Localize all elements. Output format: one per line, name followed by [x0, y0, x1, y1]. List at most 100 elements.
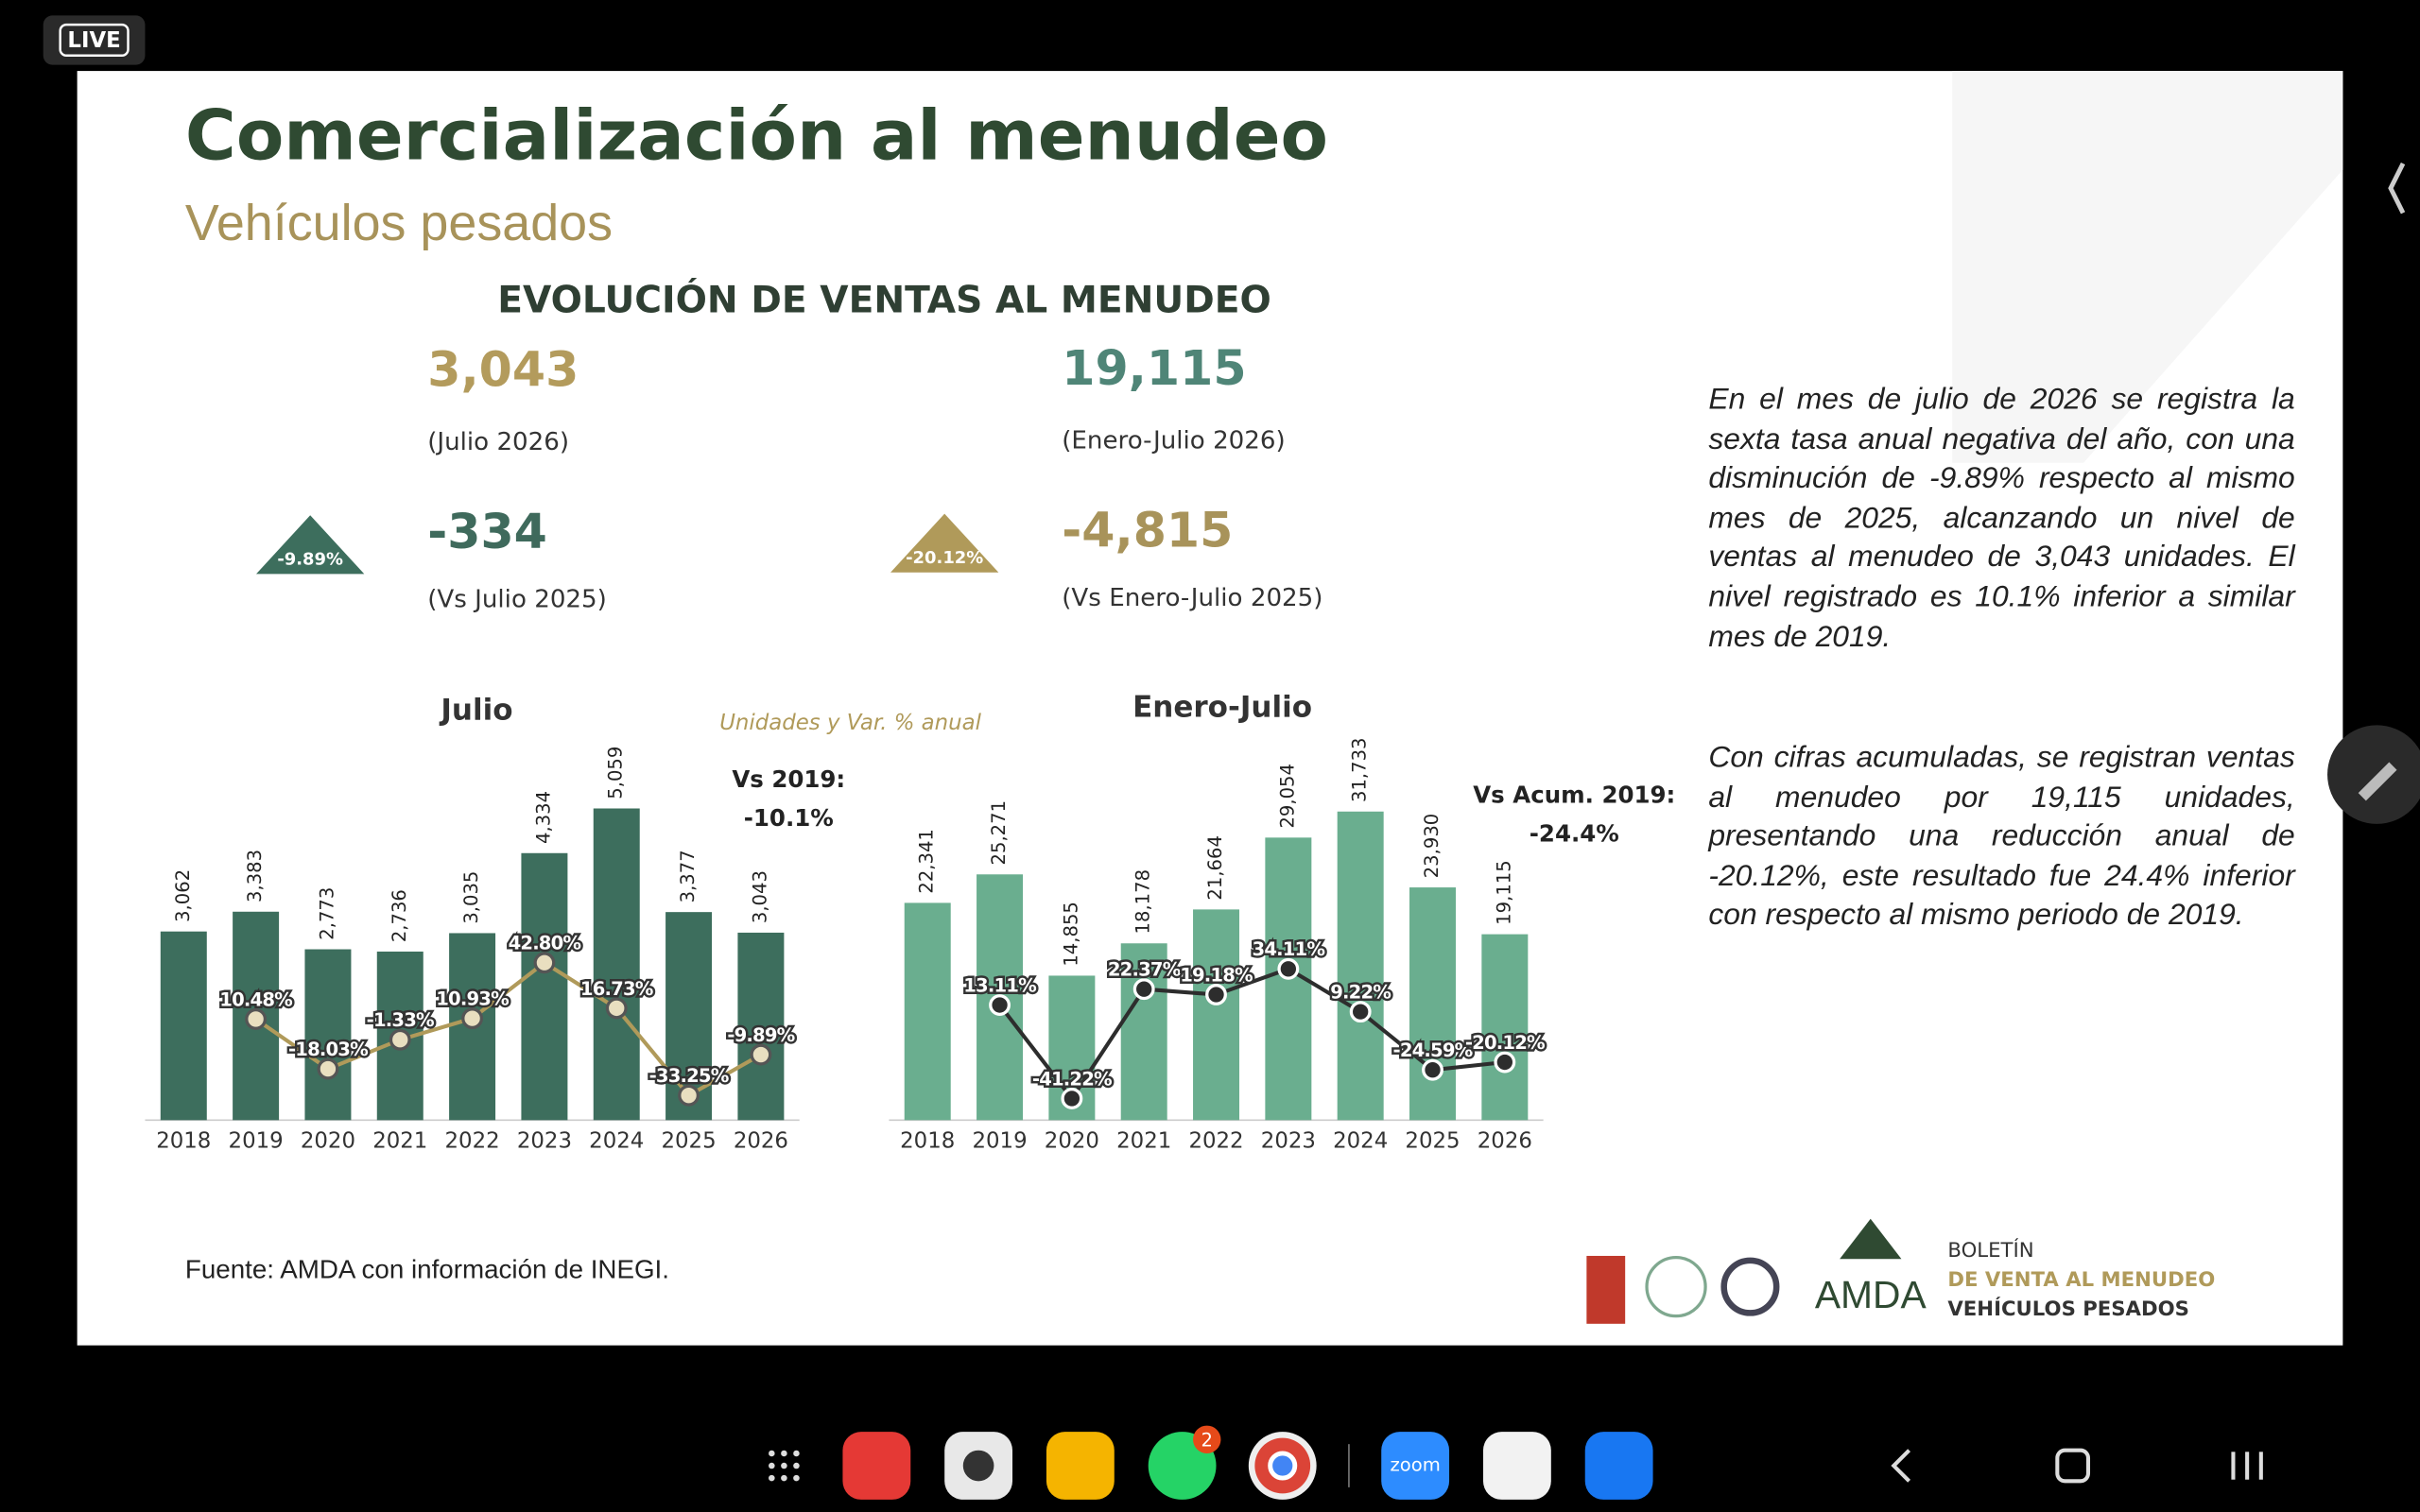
- bar: [521, 852, 568, 1121]
- line-point: [1422, 1058, 1443, 1081]
- badge-triangle: [256, 515, 365, 575]
- point-label: -20.12%: [1465, 1032, 1545, 1054]
- x-tick-label: 2022: [445, 1129, 500, 1154]
- notification-count: 2: [1201, 1429, 1212, 1451]
- line-point: [1494, 1051, 1516, 1074]
- line-point: [678, 1084, 700, 1107]
- bar-value-label: 3,377: [677, 850, 699, 902]
- x-tick-label: 2026: [734, 1129, 788, 1154]
- point-label: 10.48%: [219, 988, 292, 1010]
- point-label: 10.93%: [436, 988, 509, 1010]
- live-label: LIVE: [67, 28, 120, 53]
- bar: [1193, 909, 1240, 1121]
- x-tick-label: 2020: [1045, 1129, 1099, 1154]
- kpi-change: -4,815: [1062, 502, 1233, 558]
- paragraph: En el mes de julio de 2026 se registra l…: [1708, 382, 2295, 654]
- x-tick-label: 2022: [1188, 1129, 1243, 1154]
- line-point: [750, 1043, 772, 1066]
- line-point: [989, 994, 1011, 1016]
- nav-home[interactable]: [2055, 1448, 2091, 1484]
- line-point: [461, 1007, 484, 1030]
- app-icon[interactable]: [1584, 1432, 1653, 1500]
- camera-lens: [962, 1450, 994, 1482]
- kpi-change: -334: [427, 504, 547, 559]
- point-label: -1.33%: [367, 1009, 434, 1031]
- pen-button[interactable]: [2327, 725, 2420, 824]
- bar-value-label: 3,043: [749, 870, 770, 923]
- kpi-value: 19,115: [1062, 340, 1246, 396]
- bar-value-label: 14,855: [1060, 902, 1081, 967]
- badge-label: -20.12%: [906, 548, 983, 568]
- side-panel-handle[interactable]: [2388, 162, 2406, 215]
- point-label: 34.11%: [1253, 938, 1325, 960]
- nav-recents[interactable]: [2231, 1452, 2263, 1480]
- bar: [1409, 887, 1456, 1121]
- kpi-label: (Julio 2026): [427, 428, 569, 456]
- apps-grid[interactable]: [769, 1450, 800, 1482]
- slide-subtitle: Vehículos pesados: [185, 195, 613, 251]
- point-label: 9.22%: [1330, 982, 1391, 1004]
- line-point: [1132, 978, 1155, 1001]
- bar: [593, 808, 640, 1121]
- bar-value-label: 3,062: [172, 869, 194, 922]
- line-point: [533, 952, 556, 974]
- brand-logo: AMDA: [1815, 1273, 1927, 1316]
- chart-title: Julio: [439, 694, 512, 728]
- logo-seal: [1645, 1255, 1707, 1318]
- line: [254, 960, 762, 1098]
- taskbar: 2 zoom: [769, 1425, 2263, 1500]
- x-tick-label: 2025: [661, 1129, 716, 1154]
- bar-value-label: 3,035: [460, 871, 482, 924]
- bar-value-label: 23,930: [1421, 814, 1443, 879]
- chart-title: Enero-Julio: [1132, 690, 1312, 724]
- bar-value-label: 31,733: [1349, 737, 1371, 802]
- point-label: 42.80%: [509, 933, 581, 954]
- pen-icon: [2358, 762, 2397, 801]
- annotation: Vs Acum. 2019:: [1473, 781, 1675, 808]
- brand-mark: [1840, 1218, 1902, 1260]
- badge-label: -9.89%: [277, 550, 343, 570]
- x-tick-label: 2018: [900, 1129, 955, 1154]
- point-label: -24.59%: [1393, 1040, 1473, 1061]
- nav-back[interactable]: [1891, 1449, 1911, 1483]
- source-note: Fuente: AMDA con información de INEGI.: [185, 1255, 669, 1284]
- point-label: -41.22%: [1032, 1068, 1112, 1090]
- x-tick-label: 2025: [1405, 1129, 1460, 1154]
- paragraph: Con cifras acumuladas, se registran vent…: [1708, 740, 2295, 933]
- badge-triangle: [890, 513, 999, 573]
- line: [997, 967, 1506, 1102]
- line-point: [317, 1057, 339, 1080]
- annotation-value: -10.1%: [744, 804, 834, 832]
- app-icon[interactable]: [1046, 1432, 1115, 1500]
- x-tick-label: 2019: [229, 1129, 284, 1154]
- line-point: [1205, 984, 1227, 1005]
- section-title: EVOLUCIÓN DE VENTAS AL MENUDEO: [497, 277, 1271, 321]
- bar-value-label: 3,383: [244, 850, 266, 902]
- slide-title: Comercialización al menudeo: [185, 96, 1328, 177]
- annotation-value: -24.4%: [1530, 819, 1619, 847]
- line-point: [605, 997, 628, 1020]
- live-frame: [59, 23, 130, 57]
- point-label: 16.73%: [580, 978, 653, 1000]
- bar-value-label: 19,115: [1493, 860, 1514, 925]
- point-label: -9.89%: [727, 1024, 794, 1046]
- app-icon[interactable]: [1482, 1432, 1551, 1500]
- point-label: 22.37%: [1108, 959, 1181, 981]
- app-icon[interactable]: [1381, 1432, 1450, 1500]
- bar-value-label: 5,059: [605, 747, 627, 799]
- brand-line: DE VENTA AL MENUDEO: [1947, 1268, 2215, 1292]
- bar-value-label: 18,178: [1132, 869, 1154, 935]
- kpi-label: (Enero-Julio 2026): [1062, 426, 1285, 455]
- logo-badge: [1586, 1255, 1626, 1324]
- bar-value-label: 25,271: [988, 800, 1010, 866]
- bar-value-label: 21,664: [1204, 835, 1226, 901]
- brand-line: BOLETÍN: [1947, 1238, 2033, 1263]
- x-tick-label: 2021: [372, 1129, 427, 1154]
- x-tick-label: 2024: [1333, 1129, 1388, 1154]
- app-icon[interactable]: [842, 1432, 911, 1500]
- point-label: 19.18%: [1180, 964, 1253, 986]
- point-label: -33.25%: [649, 1065, 729, 1087]
